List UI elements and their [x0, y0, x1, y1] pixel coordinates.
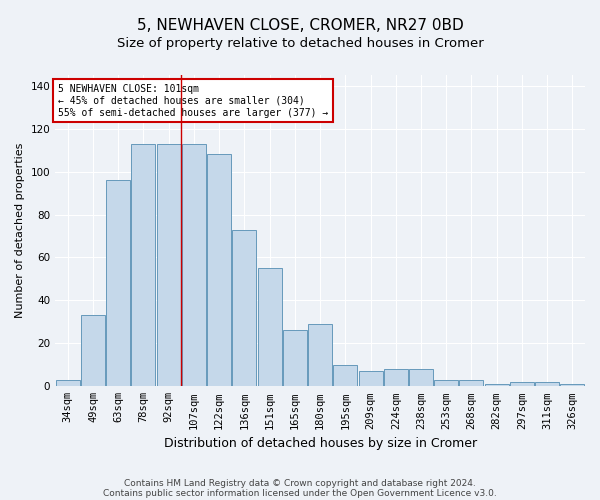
Bar	[535, 382, 559, 386]
Bar	[460, 380, 484, 386]
Bar	[157, 144, 181, 386]
Text: Size of property relative to detached houses in Cromer: Size of property relative to detached ho…	[116, 38, 484, 51]
Text: 5 NEWHAVEN CLOSE: 101sqm
← 45% of detached houses are smaller (304)
55% of semi-: 5 NEWHAVEN CLOSE: 101sqm ← 45% of detach…	[58, 84, 328, 117]
Bar	[106, 180, 130, 386]
Bar	[56, 380, 80, 386]
Bar	[308, 324, 332, 386]
Bar	[560, 384, 584, 386]
Bar	[485, 384, 509, 386]
X-axis label: Distribution of detached houses by size in Cromer: Distribution of detached houses by size …	[164, 437, 476, 450]
Bar	[359, 372, 383, 386]
Bar	[510, 382, 534, 386]
Bar	[182, 144, 206, 386]
Text: 5, NEWHAVEN CLOSE, CROMER, NR27 0BD: 5, NEWHAVEN CLOSE, CROMER, NR27 0BD	[137, 18, 463, 32]
Bar	[384, 369, 408, 386]
Text: Contains HM Land Registry data © Crown copyright and database right 2024.: Contains HM Land Registry data © Crown c…	[124, 478, 476, 488]
Bar	[257, 268, 281, 386]
Bar	[334, 365, 357, 386]
Bar	[434, 380, 458, 386]
Bar	[131, 144, 155, 386]
Text: Contains public sector information licensed under the Open Government Licence v3: Contains public sector information licen…	[103, 488, 497, 498]
Bar	[409, 369, 433, 386]
Bar	[283, 330, 307, 386]
Bar	[207, 154, 231, 386]
Bar	[232, 230, 256, 386]
Y-axis label: Number of detached properties: Number of detached properties	[15, 143, 25, 318]
Bar	[81, 316, 105, 386]
